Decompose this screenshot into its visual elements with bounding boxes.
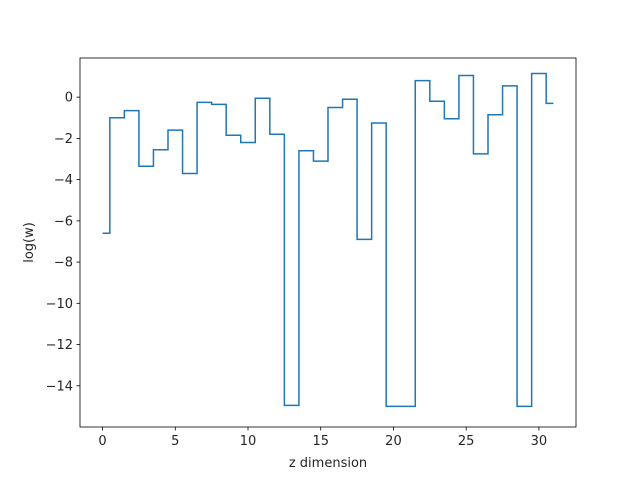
y-tick-label: −4 — [54, 173, 73, 188]
y-axis-label: log(w) — [22, 222, 37, 263]
x-tick-label: 25 — [458, 434, 475, 449]
x-tick-label: 0 — [98, 434, 106, 449]
series-line-0 — [102, 72, 554, 408]
y-tick-label: −14 — [46, 379, 73, 394]
x-tick-label: 10 — [240, 434, 257, 449]
y-tick-label: −10 — [46, 297, 73, 312]
ticks: 0 5 10 15 20 25 30 −14 −12 −10 −8 −6 −4 −2 0 — [46, 91, 548, 449]
x-tick-label: 5 — [171, 434, 179, 449]
y-tick-label: −6 — [54, 214, 73, 229]
x-axis-label: z dimension — [289, 456, 367, 471]
plot-area — [102, 72, 554, 408]
y-tick-label: −8 — [54, 256, 73, 271]
x-tick-label: 20 — [385, 434, 402, 449]
x-tick-label: 15 — [312, 434, 329, 449]
x-tick-label: 30 — [531, 434, 548, 449]
axes-frame — [79, 57, 577, 428]
y-tick-label: 0 — [65, 91, 73, 106]
y-tick-label: −12 — [46, 338, 73, 353]
y-tick-label: −2 — [54, 132, 73, 147]
